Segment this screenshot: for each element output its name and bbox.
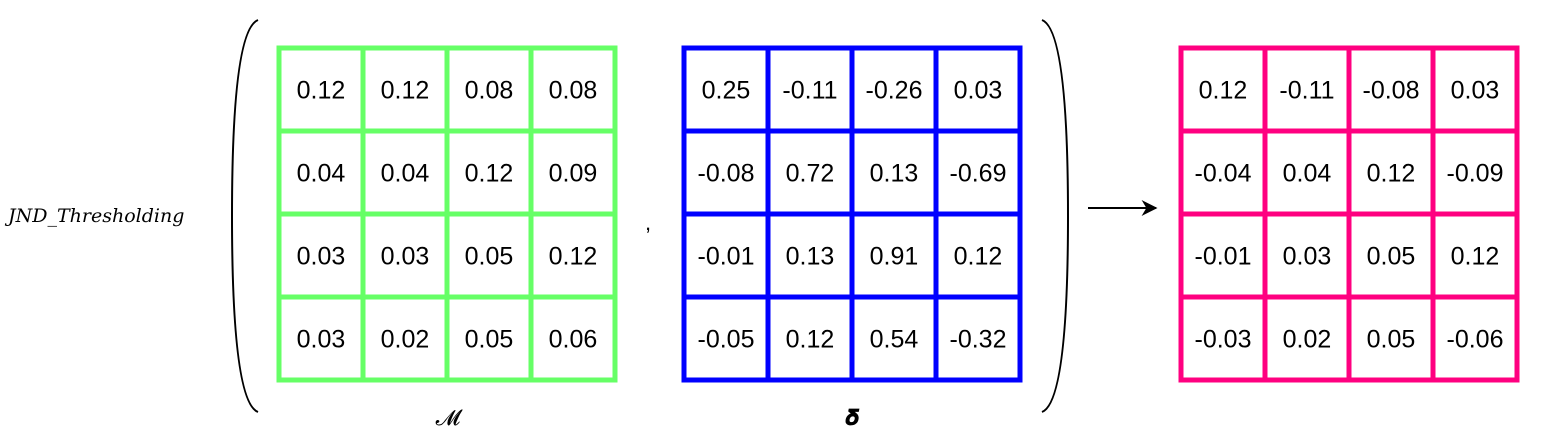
matrix-cell-value: 0.05: [1367, 326, 1416, 354]
matrix-result: 0.12 -0.11 -0.08 0.03 -0.04 0.04 0.12 -0.09 -0.0…: [1178, 45, 1520, 383]
matrix-cell-value: -0.32: [950, 326, 1007, 354]
matrix-cell-value: 0.13: [786, 243, 835, 271]
matrix-cell-value: 0.02: [381, 326, 430, 354]
matrix-cell-value: 0.08: [549, 77, 598, 105]
matrix-m: 0.12 0.12 0.08 0.08 0.04 0.04 0.12 0.09 0.03 0.03…: [276, 45, 618, 383]
matrix-cell: [528, 211, 618, 300]
matrix-cell-value: 0.06: [549, 326, 598, 354]
matrix-cell-value: 0.05: [1367, 243, 1416, 271]
matrix-cell: [1178, 128, 1268, 217]
matrix-cell-value: 0.09: [549, 160, 598, 188]
matrix-cell: [528, 294, 618, 383]
matrix-m-label: 𝓜: [436, 406, 463, 431]
matrix-cell: [360, 294, 450, 383]
matrix-cell-value: -0.06: [1447, 326, 1504, 354]
matrix-cell-value: -0.08: [1363, 77, 1420, 105]
argument-separator: ,: [645, 210, 651, 235]
matrix-cell: [528, 128, 618, 217]
matrix-cell-value: 0.54: [870, 326, 919, 354]
matrix-cell-value: 0.08: [465, 77, 514, 105]
matrix-cell-value: 0.12: [465, 160, 514, 188]
matrix-cell-value: 0.12: [1367, 160, 1416, 188]
matrix-cell-value: 0.12: [381, 77, 430, 105]
matrix-cell-value: 0.03: [954, 77, 1003, 105]
matrix-cell-value: -0.01: [1195, 243, 1252, 271]
matrix-cell-value: 0.13: [870, 160, 919, 188]
matrix-cell: [444, 211, 534, 300]
matrix-cell: [1262, 128, 1352, 217]
matrix-cell-value: 0.03: [1283, 243, 1332, 271]
matrix-cell-value: 0.03: [381, 243, 430, 271]
matrix-cell-value: 0.03: [1451, 77, 1500, 105]
left-parenthesis: [230, 19, 259, 413]
matrix-cell-value: -0.05: [698, 326, 755, 354]
matrix-cell: [1262, 45, 1352, 134]
matrix-cell-value: 0.03: [297, 243, 346, 271]
matrix-delta-label: 𝜹: [845, 405, 860, 431]
matrix-cell: [444, 294, 534, 383]
matrix-cell-value: 0.05: [465, 326, 514, 354]
matrix-cell: [1346, 294, 1436, 383]
matrix-cell-value: 0.12: [297, 77, 346, 105]
matrix-cell-value: -0.69: [950, 160, 1007, 188]
matrix-cell-value: 0.04: [381, 160, 430, 188]
matrix-cell-value: 0.04: [297, 160, 346, 188]
matrix-cell-value: 0.12: [1199, 77, 1248, 105]
matrix-cell-value: 0.12: [954, 243, 1003, 271]
matrix-cell-value: -0.03: [1195, 326, 1252, 354]
matrix-cell-value: -0.09: [1447, 160, 1504, 188]
matrix-cell: [933, 294, 1023, 383]
matrix-cell: [933, 128, 1023, 217]
matrix-cell-value: 0.72: [786, 160, 835, 188]
matrix-cell-value: -0.11: [1279, 77, 1334, 105]
matrix-cell: [765, 294, 855, 383]
matrix-delta: 0.25 -0.11 -0.26 0.03 -0.08 0.72 0.13 -0.69 -0.0…: [681, 45, 1023, 383]
matrix-cell-value: -0.08: [698, 160, 755, 188]
matrix-cell-value: 0.91: [870, 243, 919, 271]
right-parenthesis: [1041, 19, 1070, 413]
function-label: JND_Thresholding: [4, 205, 184, 227]
matrix-cell: [1430, 45, 1520, 134]
matrix-cell-value: -0.04: [1195, 160, 1252, 188]
matrix-cell: [681, 294, 771, 383]
matrix-cell-value: 0.12: [1451, 243, 1500, 271]
matrix-cell: [933, 211, 1023, 300]
matrix-cell-value: 0.03: [297, 326, 346, 354]
matrix-cell-value: -0.26: [866, 77, 923, 105]
matrix-cell-value: -0.11: [782, 77, 837, 105]
matrices: 0.12 0.12 0.08 0.08 0.04 0.04 0.12 0.09 0.03 0.03…: [276, 45, 1520, 383]
matrix-cell: [1430, 211, 1520, 300]
matrix-cell-value: 0.02: [1283, 326, 1332, 354]
matrix-cell-value: 0.12: [549, 243, 598, 271]
matrix-cell-value: 0.25: [702, 77, 751, 105]
matrix-cell-value: 0.04: [1283, 160, 1332, 188]
matrix-cell-value: 0.12: [786, 326, 835, 354]
matrix-cell-value: 0.05: [465, 243, 514, 271]
matrix-cell-value: -0.01: [698, 243, 755, 271]
matrix-cell: [1430, 294, 1520, 383]
